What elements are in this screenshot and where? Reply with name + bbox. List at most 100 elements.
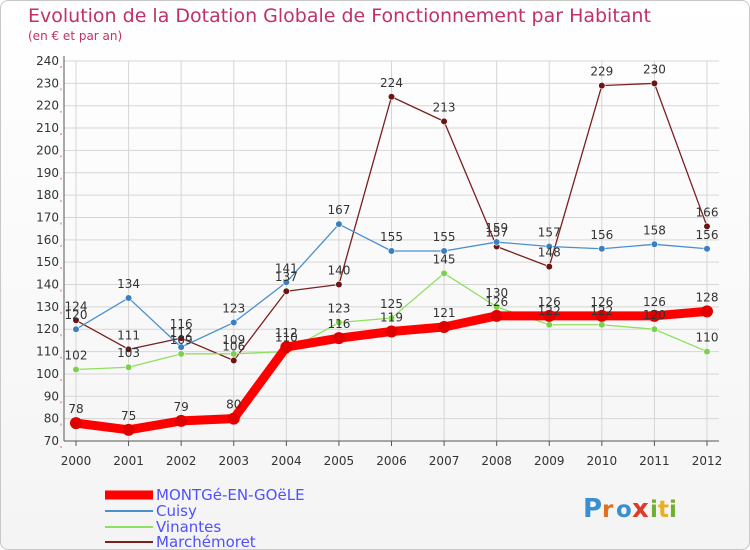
x-tick-label: 2004 xyxy=(271,454,302,468)
point-montg-en-go-le xyxy=(701,305,713,318)
value-label-vinantes: 130 xyxy=(485,286,508,300)
point-march-moret xyxy=(282,287,290,295)
legend-label-cuisy: Cuisy xyxy=(156,502,197,520)
point-march-moret xyxy=(703,222,711,231)
value-label-cuisy: 112 xyxy=(170,326,193,340)
value-label-cuisy: 167 xyxy=(327,203,350,217)
point-cuisy xyxy=(387,247,396,255)
y-tick-label: 140 xyxy=(36,278,59,292)
point-cuisy xyxy=(230,318,238,327)
value-label-vinantes: 122 xyxy=(590,304,613,318)
point-cuisy xyxy=(703,245,711,253)
chart-title: Evolution de la Dotation Globale de Fonc… xyxy=(28,5,651,27)
value-label-montg-en-go-le: 126 xyxy=(538,295,561,309)
value-label-vinantes: 109 xyxy=(222,333,245,347)
y-tick-label: 100 xyxy=(36,367,59,381)
point-montg-en-go-le xyxy=(280,341,293,354)
point-cuisy xyxy=(335,220,343,228)
value-label-montg-en-go-le: 75 xyxy=(121,409,136,423)
value-label-cuisy: 159 xyxy=(485,221,508,235)
value-label-march-moret: 230 xyxy=(643,62,666,76)
value-label-montg-en-go-le: 128 xyxy=(696,290,719,304)
value-label-cuisy: 141 xyxy=(275,261,298,275)
point-march-moret xyxy=(598,81,606,90)
y-tick-label: 210 xyxy=(36,121,59,135)
y-tick-label: 170 xyxy=(36,210,59,224)
value-label-montg-en-go-le: 80 xyxy=(226,398,241,412)
point-march-moret xyxy=(124,345,133,353)
value-label-montg-en-go-le: 79 xyxy=(174,400,189,414)
value-label-march-moret: 213 xyxy=(433,100,456,114)
value-label-march-moret: 157 xyxy=(485,226,508,240)
point-cuisy xyxy=(598,245,606,253)
value-label-march-moret: 148 xyxy=(538,246,561,260)
point-march-moret xyxy=(650,79,659,87)
legend-label-march-moret: Marchémoret xyxy=(156,533,256,549)
value-label-march-moret: 111 xyxy=(117,328,140,342)
point-march-moret xyxy=(72,316,80,324)
x-tick-label: 2012 xyxy=(692,454,723,468)
point-montg-en-go-le xyxy=(595,309,608,322)
value-label-march-moret: 137 xyxy=(275,270,298,284)
point-montg-en-go-le xyxy=(648,309,661,322)
point-montg-en-go-le xyxy=(385,325,398,338)
brand-letter: r xyxy=(602,497,614,523)
point-vinantes xyxy=(72,365,80,374)
point-montg-en-go-le xyxy=(122,423,135,436)
x-tick-label: 2011 xyxy=(639,454,670,468)
y-tick-label: 70 xyxy=(44,434,59,448)
x-tick-label: 2001 xyxy=(113,454,144,468)
point-montg-en-go-le xyxy=(227,412,240,425)
point-cuisy xyxy=(493,238,501,246)
value-label-cuisy: 158 xyxy=(643,223,666,237)
point-cuisy xyxy=(650,240,659,248)
point-vinantes xyxy=(545,321,553,329)
value-label-march-moret: 106 xyxy=(222,340,245,354)
value-label-montg-en-go-le: 126 xyxy=(643,295,666,309)
point-march-moret xyxy=(230,356,238,365)
point-vinantes xyxy=(387,314,396,322)
value-label-march-moret: 229 xyxy=(590,65,613,79)
value-label-march-moret: 140 xyxy=(327,264,350,278)
point-vinantes xyxy=(703,347,711,356)
y-tick-label: 120 xyxy=(36,322,59,336)
point-vinantes xyxy=(650,325,659,333)
point-montg-en-go-le xyxy=(543,309,556,322)
value-label-cuisy: 120 xyxy=(65,308,88,322)
brand-letter: t xyxy=(658,497,669,523)
value-label-vinantes: 110 xyxy=(275,331,298,345)
y-tick-label: 230 xyxy=(36,76,59,90)
value-label-vinantes: 122 xyxy=(538,304,561,318)
y-tick-label: 80 xyxy=(44,412,59,426)
point-montg-en-go-le xyxy=(490,309,503,322)
value-label-vinantes: 102 xyxy=(65,348,88,362)
brand-letter: P xyxy=(583,494,602,524)
point-vinantes xyxy=(598,321,606,329)
brand-letter: i xyxy=(650,497,658,523)
x-tick-label: 2000 xyxy=(61,454,92,468)
y-tick-label: 150 xyxy=(36,255,59,269)
y-tick-label: 180 xyxy=(36,188,59,202)
point-montg-en-go-le xyxy=(70,417,82,430)
value-label-cuisy: 156 xyxy=(590,228,613,242)
value-label-march-moret: 116 xyxy=(170,317,193,331)
y-tick-label: 160 xyxy=(36,233,59,247)
point-cuisy xyxy=(545,242,553,251)
value-label-cuisy: 134 xyxy=(117,277,140,291)
x-tick-label: 2005 xyxy=(324,454,355,468)
chart-subtitle: (en € et par an) xyxy=(28,29,123,43)
point-cuisy xyxy=(124,294,133,302)
value-label-march-moret: 124 xyxy=(65,299,88,313)
point-cuisy xyxy=(177,343,185,351)
point-cuisy xyxy=(282,278,290,286)
point-vinantes xyxy=(124,363,133,371)
point-march-moret xyxy=(440,117,448,125)
value-label-montg-en-go-le: 126 xyxy=(485,295,508,309)
y-tick-label: 110 xyxy=(36,345,59,359)
x-tick-label: 2008 xyxy=(481,454,512,468)
point-cuisy xyxy=(72,325,80,333)
